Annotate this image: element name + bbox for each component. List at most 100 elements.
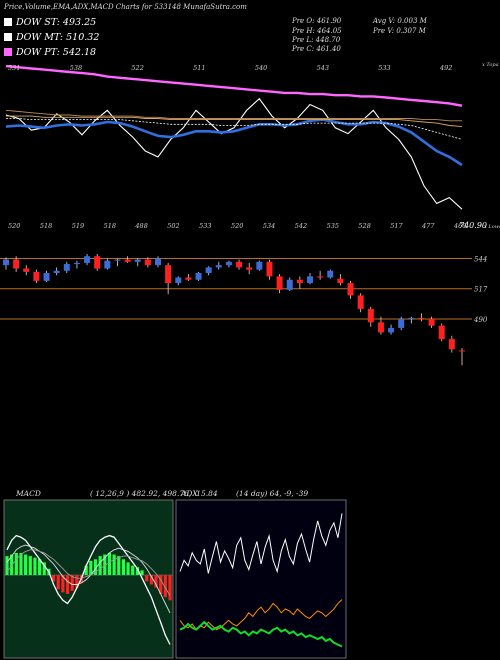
bottom-tick-label: 519 [72, 222, 84, 230]
bottom-tick-label: 502 [167, 222, 179, 230]
candle-up [3, 259, 9, 266]
bottom-tick-label: 528 [358, 222, 370, 230]
macd-histogram-bar [98, 556, 102, 576]
candle-up [43, 273, 50, 281]
macd-frame [3, 499, 174, 659]
bottom-right-label: x Lowes [484, 224, 500, 230]
ema-panel: 531 538 522 511 540 543 533 492 520 518 519 518 488 5… [5, 62, 500, 230]
macd-histogram-bar [61, 575, 65, 593]
bottom-tick-label: 518 [104, 222, 116, 230]
bottom-tick-label: 533 [199, 222, 211, 230]
pre-high: Pre H: 464.05 [292, 27, 342, 35]
macd-line-1 [6, 534, 171, 645]
macd-histogram-bar [10, 554, 14, 576]
bottom-tick-label: 535 [327, 222, 339, 230]
candle-down [94, 256, 101, 269]
macd-histogram-bar [70, 575, 74, 591]
top-tick-label: 492 [439, 64, 452, 72]
macd-histogram-bar [24, 554, 28, 576]
macd-histogram-bar [168, 575, 172, 601]
legend-label-st: DOW ST: 493.25 [16, 17, 97, 28]
macd-histogram-bar [159, 575, 163, 594]
level-label: 490 [473, 316, 488, 324]
candle-down [236, 261, 243, 268]
adx-line-1 [179, 513, 343, 574]
top-tick-label: 538 [70, 64, 82, 72]
candle-down [23, 268, 30, 272]
candle-up [114, 259, 121, 261]
level-label: 517 [474, 286, 488, 294]
candle-down [357, 295, 364, 309]
candle-up [286, 279, 293, 290]
macd-histogram-bar [126, 562, 130, 576]
candle-down [418, 317, 425, 319]
macd-panel: MACD ( 12,26,9 ) 482.92, 498.76, -15.84 [3, 489, 218, 659]
bottom-tick-label: 517 [390, 222, 403, 230]
pre-volume: Pre V: 0.307 M [373, 27, 426, 35]
candle-down [144, 259, 151, 266]
macd-histogram-bar [140, 570, 144, 576]
macd-title: MACD [15, 489, 41, 498]
candle-panel: 544 517 490 [0, 253, 488, 366]
bottom-tick-label: 518 [40, 222, 52, 230]
top-right-label: x Topa [482, 62, 499, 68]
legend-swatch-st [4, 18, 12, 26]
top-tick-label: 531 [8, 64, 20, 72]
bottom-tick-label: 534 [263, 222, 275, 230]
macd-histogram-bar [38, 559, 42, 576]
macd-histogram-bar [75, 575, 79, 588]
candle-up [104, 260, 111, 269]
ema-line-3 [6, 118, 463, 140]
macd-histogram-bar [107, 552, 112, 576]
macd-histogram-bar [145, 575, 149, 582]
bottom-tick-label: 520 [8, 222, 20, 230]
macd-histogram-bar [112, 554, 116, 576]
candle-down [33, 271, 40, 281]
candle-up [398, 318, 405, 328]
macd-histogram-bar [51, 575, 56, 582]
candle-up [175, 277, 182, 284]
candle-down [438, 325, 445, 340]
candle-up [256, 261, 263, 270]
legend-swatch-mt [4, 33, 12, 41]
last-value-label: 740.90 [459, 221, 487, 230]
bottom-tick-label: 520 [231, 222, 243, 230]
adx-title: ADX [180, 489, 198, 498]
pre-open: Pre O: 461.90 [292, 17, 342, 25]
bottom-tick-label: 542 [295, 222, 307, 230]
candle-down [266, 261, 273, 277]
macd-histogram-bar [117, 556, 121, 576]
bottom-tick-label: 488 [134, 222, 147, 230]
macd-histogram-bar [154, 575, 158, 588]
macd-histogram-bar [93, 559, 98, 576]
candle-down [296, 279, 303, 284]
macd-histogram-bar [84, 565, 88, 576]
candle-down [347, 283, 354, 296]
candle-up [195, 273, 202, 280]
candle-down [317, 276, 324, 278]
macd-histogram-bar [121, 559, 126, 576]
candle-up [63, 264, 70, 271]
candle-down [448, 339, 455, 350]
macd-histogram-bar [149, 575, 153, 585]
candle-up [53, 270, 60, 274]
macd-line-3 [6, 549, 171, 596]
legend-dow-st: DOW ST: 493.25 [4, 17, 96, 28]
ema-line-1 [5, 97, 463, 210]
top-tick-label: 543 [317, 64, 329, 72]
candle-down [165, 265, 172, 284]
macd-histogram-bar [135, 567, 139, 576]
adx-frame [175, 499, 347, 659]
candle-down [246, 267, 253, 270]
macd-histogram-bar [163, 575, 167, 598]
bottom-tick-label: 460 [453, 222, 466, 230]
macd-histogram-bar [14, 552, 18, 576]
candle-up [134, 259, 141, 262]
candle-down [124, 259, 131, 262]
adx-line-3 [179, 620, 343, 648]
adx-params: (14 day) 64, -9, -39 [236, 489, 308, 498]
chart-title: Price,Volume,EMA,ADX,MACD Charts for 533… [4, 3, 247, 11]
candle-up [155, 258, 161, 266]
top-tick-label: 511 [193, 64, 205, 72]
avg-volume: Avg V: 0.003 M [373, 17, 427, 25]
